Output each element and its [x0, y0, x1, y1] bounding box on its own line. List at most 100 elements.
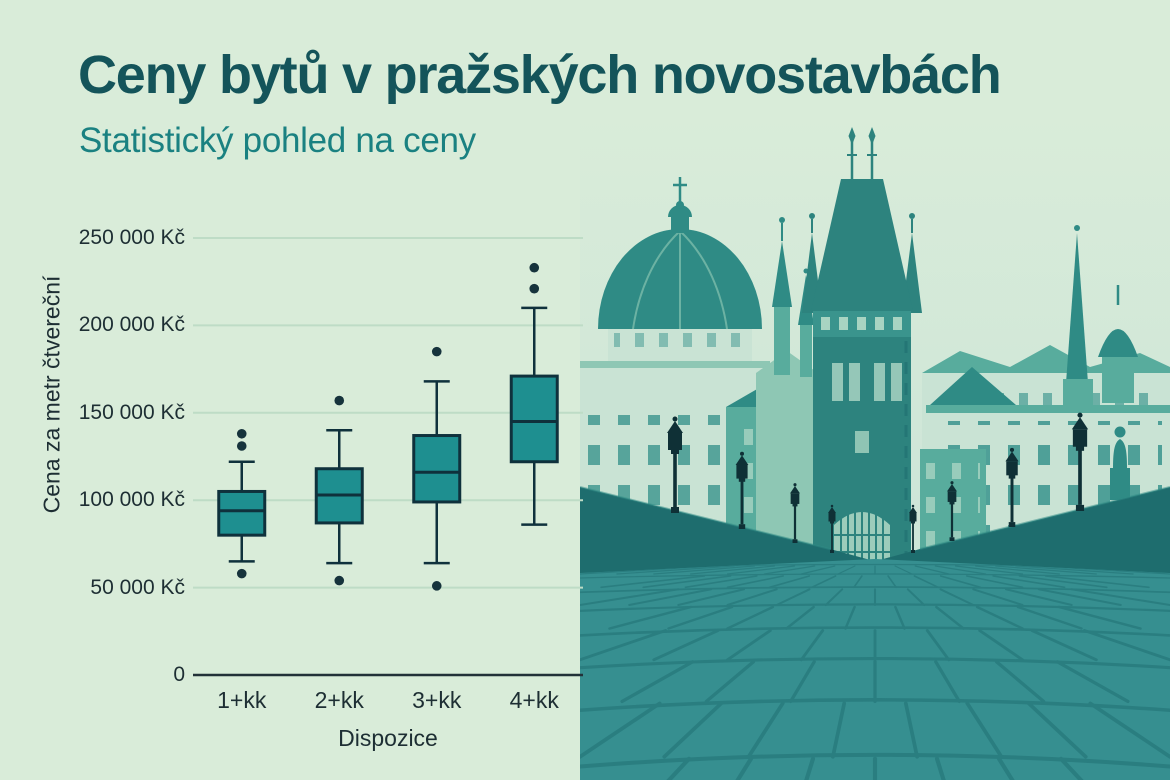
cobblestone-line	[934, 565, 987, 575]
cobblestone-line	[652, 629, 720, 662]
x-tick-label: 4+kk	[509, 687, 559, 713]
outlier-dot	[529, 283, 540, 294]
cobblestone-line	[1026, 701, 1088, 759]
x-tick-label: 2+kk	[314, 687, 364, 713]
cobblestone-line	[726, 605, 775, 630]
cobblestone-line	[914, 565, 950, 575]
cobblestone-line	[788, 756, 816, 780]
cobblestone-line	[972, 588, 1024, 607]
page-subtitle: Statistický pohled na ceny	[79, 121, 476, 160]
cobblestone-line	[580, 588, 680, 607]
cobblestone-line	[1088, 701, 1170, 759]
cobblestone-line	[768, 575, 811, 589]
cobblestone-line	[1070, 588, 1170, 607]
cobblestone-line	[653, 565, 755, 575]
cobblestone-line	[726, 565, 796, 575]
cobblestone-line	[600, 575, 706, 589]
cobblestone-line	[628, 588, 713, 607]
cobblestone-line	[608, 605, 693, 630]
cobblestone-line	[992, 575, 1066, 589]
cobblestone-line	[1044, 575, 1150, 589]
cobblestone-line	[996, 756, 1046, 780]
cobblestone-line	[844, 605, 856, 630]
box-1+kk	[217, 489, 267, 537]
cobblestone-line	[995, 565, 1097, 575]
x-tick-label: 3+kk	[412, 687, 462, 713]
cobblestone-line	[925, 629, 951, 662]
statue-silhouette	[1110, 426, 1130, 500]
y-tick-label: 200 000 Kč	[78, 313, 185, 337]
cobblestone-line	[1037, 588, 1122, 607]
x-axis-title: Dispozice	[338, 725, 438, 751]
cobblestone-line	[704, 756, 754, 780]
outlier-dot	[334, 395, 345, 406]
bridge-road	[580, 559, 1170, 780]
cobblestone-line	[763, 565, 816, 575]
y-axis-title: Cena za metr čtvereční	[38, 275, 65, 514]
cobblestone-line	[954, 565, 1024, 575]
outlier-dot	[334, 575, 345, 586]
prague-skyline-illustration	[580, 115, 1170, 780]
cobblestone-line	[704, 660, 756, 704]
outlier-dot	[529, 262, 540, 273]
cobblestone-line	[837, 565, 856, 575]
cobblestone-line	[799, 629, 825, 662]
cobblestone-line	[800, 565, 836, 575]
cobblestone-line	[1016, 605, 1083, 630]
cobblestone-line	[580, 752, 1170, 769]
outlier-dot	[236, 428, 247, 439]
box-4+kk	[509, 374, 559, 464]
cobblestone-line	[1082, 629, 1170, 662]
cobblestone-line	[934, 660, 961, 704]
cobblestone-line	[1018, 575, 1108, 589]
x-tick-label: 1+kk	[217, 687, 267, 713]
cobblestone-line	[1057, 605, 1142, 630]
bridge-parapet	[580, 486, 1170, 577]
outlier-dot	[431, 581, 442, 591]
cobblestone-line	[894, 565, 913, 575]
cobblestone-line	[775, 588, 811, 607]
cobblestone-line	[939, 575, 982, 589]
y-tick-label: 100 000 Kč	[78, 488, 185, 512]
cobblestone-line	[580, 701, 662, 759]
cobblestone-line	[746, 701, 785, 759]
cobblestone-line	[684, 575, 758, 589]
y-tick-label: 50 000 Kč	[90, 575, 185, 599]
outlier-dot	[236, 441, 247, 451]
cobblestone-line	[616, 565, 735, 575]
outlier-dot	[431, 346, 442, 357]
cobblestone-line	[831, 701, 847, 759]
cobblestone-line	[978, 629, 1024, 662]
cobblestone-line	[642, 575, 732, 589]
y-tick-label: 250 000 Kč	[78, 226, 185, 249]
cobblestone-line	[726, 588, 778, 607]
cobblestone-line	[1004, 588, 1073, 607]
cobblestone-line	[935, 605, 965, 630]
cobblestone-line	[726, 629, 772, 662]
cobblestone-line	[913, 575, 940, 589]
cobblestone-line	[726, 575, 784, 589]
cobblestone-line	[667, 605, 734, 630]
y-tick-label: 0	[173, 663, 185, 686]
cobblestone-line	[810, 575, 837, 589]
cobblestone-line	[906, 588, 926, 607]
cobblestone-line	[620, 756, 692, 780]
cobblestone-line	[662, 701, 724, 759]
cobblestone-line	[887, 575, 897, 589]
cobblestone-line	[934, 756, 962, 780]
outlier-dot	[236, 568, 247, 579]
cobblestone-line	[824, 588, 844, 607]
page-title: Ceny bytů v pražských novostavbách	[78, 45, 1002, 105]
cobblestone-line	[903, 701, 919, 759]
cobblestone-line	[975, 565, 1060, 575]
cobblestone-line	[785, 605, 815, 630]
cobblestone-line	[789, 660, 816, 704]
cobblestone-line	[994, 660, 1046, 704]
cobblestone-line	[894, 605, 906, 630]
cobblestone-line	[966, 575, 1024, 589]
cobblestone-line	[677, 588, 746, 607]
cobblestone-line	[1015, 565, 1134, 575]
cobblestone-line	[939, 588, 975, 607]
